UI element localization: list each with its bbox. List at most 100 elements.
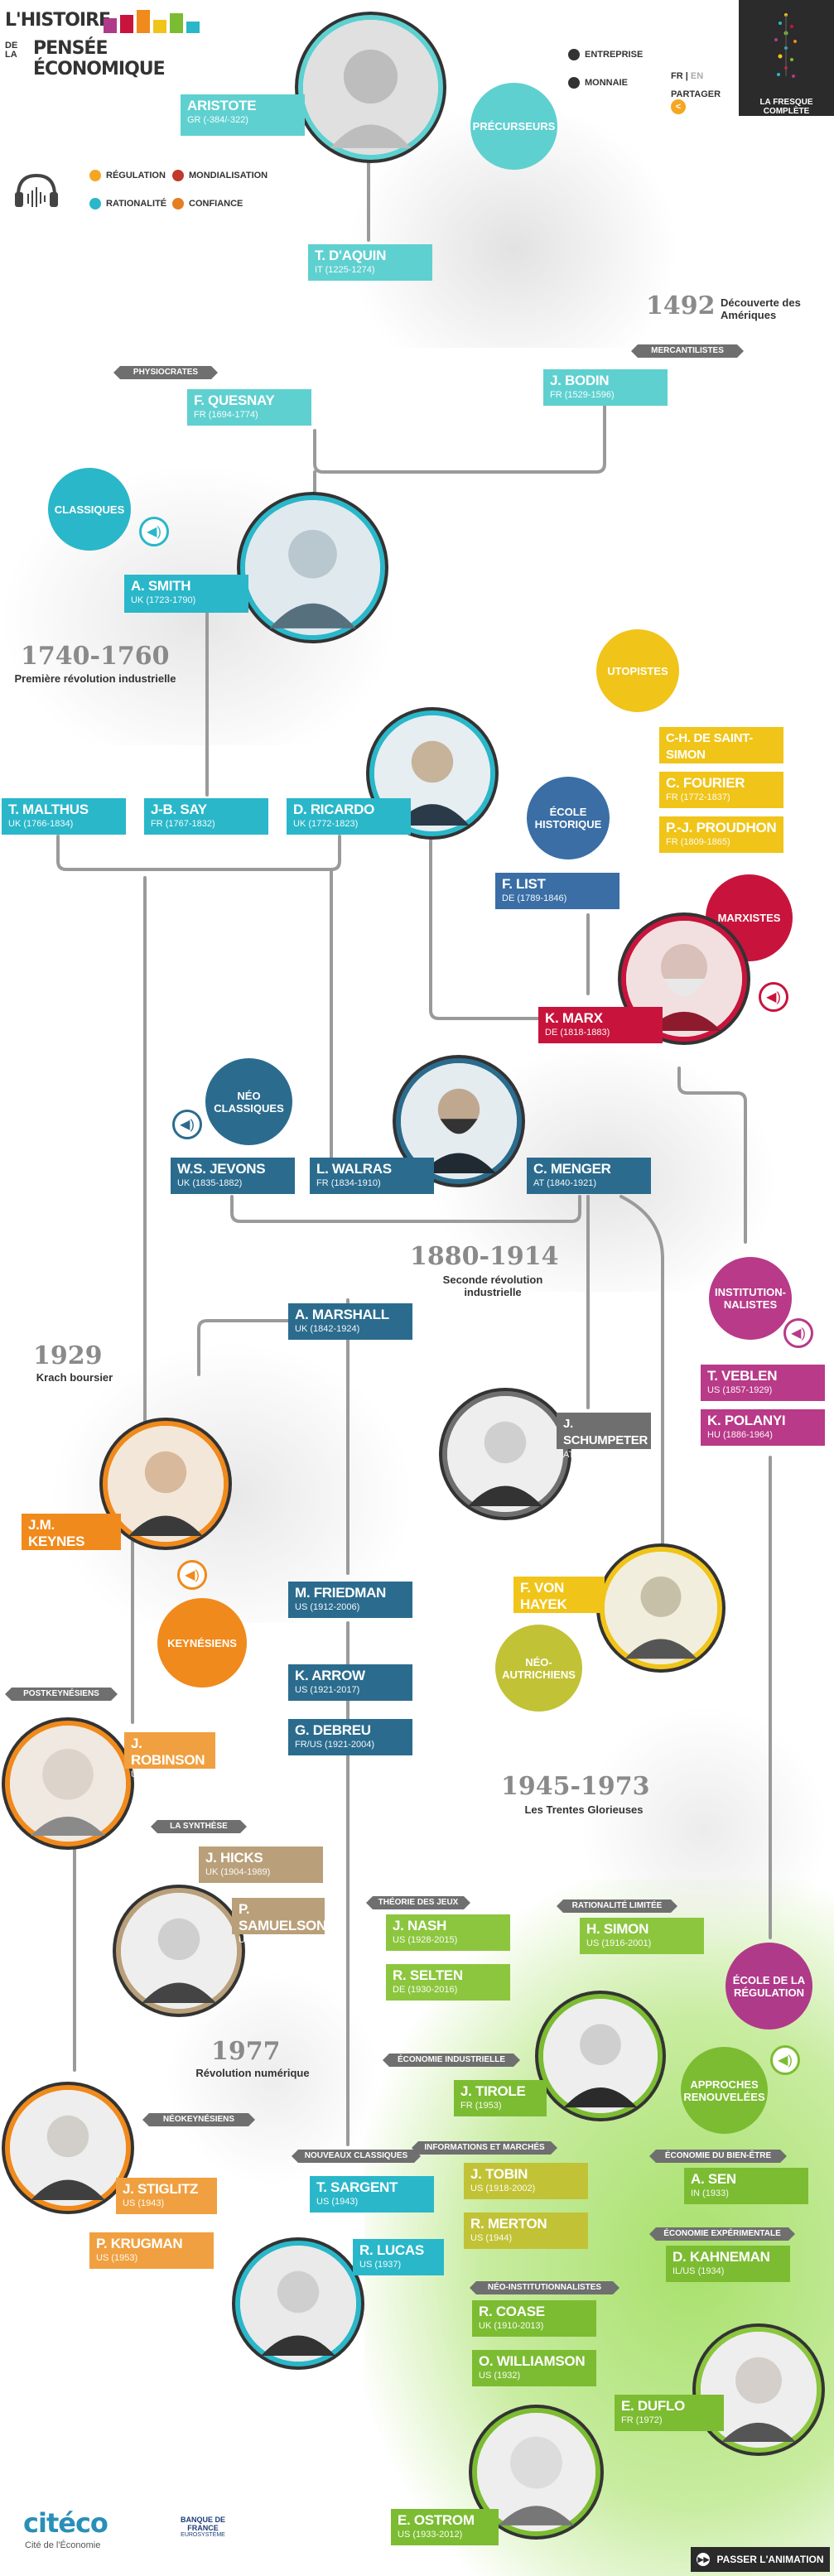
economist-tobin[interactable]: J. TOBIN US (1918-2002) — [464, 2163, 588, 2199]
economist-walras[interactable]: L. WALRAS FR (1834-1910) — [310, 1158, 434, 1194]
portrait-aristote[interactable] — [298, 15, 443, 160]
citeco-logo[interactable]: citéco — [23, 2507, 108, 2539]
portrait-man-icon — [10, 2090, 126, 2206]
economist-menger[interactable]: C. MENGER AT (1840-1921) — [527, 1158, 651, 1194]
economist-quesnay[interactable]: F. QUESNAY FR (1694-1774) — [187, 389, 311, 426]
economist-sen[interactable]: A. SEN IN (1933) — [684, 2168, 808, 2204]
school-neo-classiques[interactable]: NÉO CLASSIQUES — [205, 1058, 292, 1145]
school-institutionnalistes[interactable]: INSTITUTION-NALISTES — [709, 1257, 792, 1340]
portrait-woman-icon — [701, 2332, 817, 2448]
economist-nash[interactable]: J. NASH US (1928-2015) — [386, 1914, 510, 1951]
speaker-neo-classiques-button[interactable]: ◀) — [172, 1110, 202, 1139]
economist-daquin[interactable]: T. D'AQUIN IT (1225-1274) — [308, 244, 432, 281]
economist-ricardo[interactable]: D. RICARDO UK (1772-1823) — [287, 798, 411, 835]
economist-smith[interactable]: A. SMITH UK (1723-1790) — [124, 575, 248, 613]
economist-coase[interactable]: R. COASE UK (1910-2013) — [472, 2300, 596, 2337]
lang-en[interactable]: EN — [690, 71, 704, 81]
economist-bodin[interactable]: J. BODIN FR (1529-1596) — [543, 369, 668, 406]
speaker-institutionnalistes-button[interactable]: ◀) — [783, 1318, 813, 1348]
economist-malthus[interactable]: T. MALTHUS UK (1766-1834) — [2, 798, 126, 835]
portrait-schumpeter[interactable] — [442, 1391, 568, 1517]
banque-de-france-logo[interactable]: BANQUE DE FRANCE EUROSYSTÈME — [180, 2516, 225, 2538]
legend-mondialisation[interactable]: MONDIALISATION — [172, 169, 268, 182]
portrait-duflo[interactable] — [696, 2327, 822, 2453]
school-approches-renouvelees[interactable]: APPROCHES RENOUVELÉES — [681, 2047, 768, 2134]
era-1945-year: 1945-1973 — [501, 1772, 650, 1801]
portrait-stiglitz[interactable] — [5, 2085, 131, 2211]
economist-robinson[interactable]: J. ROBINSON UK (1903-1983) — [124, 1732, 215, 1779]
economist-sargent[interactable]: T. SARGENT US (1943) — [310, 2176, 434, 2212]
legend-entreprise[interactable]: ENTREPRISE — [568, 48, 643, 61]
era-1880-year: 1880-1914 — [410, 1242, 559, 1271]
lang-switch[interactable]: FR | EN — [671, 71, 704, 81]
portrait-lucas[interactable] — [235, 2241, 361, 2367]
skip-animation-button[interactable]: ▶▶ PASSER L'ANIMATION — [691, 2547, 830, 2572]
economist-hayek[interactable]: F. VON HAYEK AT (1899-1992) — [513, 1577, 605, 1624]
economist-say[interactable]: J-B. SAY FR (1767-1832) — [144, 798, 268, 835]
school-utopistes[interactable]: UTOPISTES — [596, 629, 679, 712]
economist-schumpeter[interactable]: J. SCHUMPETER AT (1883-1950) — [557, 1413, 651, 1460]
economist-duflo[interactable]: E. DUFLO FR (1972) — [615, 2395, 724, 2431]
speaker-marxistes-button[interactable]: ◀) — [759, 982, 788, 1012]
economist-jevons[interactable]: W.S. JEVONS UK (1835-1882) — [171, 1158, 295, 1194]
top-right-panel: ENTREPRISE MONNAIE FR | EN PARTAGER < — [563, 0, 737, 116]
ribbon-synthese: LA SYNTHÈSE — [151, 1820, 247, 1833]
speaker-classiques-button[interactable]: ◀) — [139, 517, 169, 546]
school-ecole-historique[interactable]: ÉCOLE HISTORIQUE — [527, 777, 610, 859]
economist-friedman[interactable]: M. FRIEDMAN US (1912-2006) — [288, 1582, 412, 1618]
school-keynesiens[interactable]: KEYNÉSIENS — [157, 1598, 247, 1688]
economist-arrow[interactable]: K. ARROW US (1921-2017) — [288, 1664, 412, 1701]
portrait-keynes[interactable] — [103, 1421, 229, 1547]
economist-williamson[interactable]: O. WILLIAMSON US (1932) — [472, 2350, 596, 2386]
economist-list[interactable]: F. LIST DE (1789-1846) — [495, 873, 619, 909]
economist-debreu[interactable]: G. DEBREU FR/US (1921-2004) — [288, 1719, 412, 1755]
school-neo-autrichiens[interactable]: NÉO-AUTRICHIENS — [495, 1625, 582, 1712]
economist-keynes[interactable]: J.M. KEYNES UK (1883-1946) — [22, 1514, 121, 1561]
economist-aristote[interactable]: ARISTOTE GR (-384/-322) — [181, 94, 305, 136]
economist-polanyi[interactable]: K. POLANYI HU (1886-1964) — [701, 1409, 825, 1446]
ribbon-physiocrates: PHYSIOCRATES — [113, 366, 218, 379]
economist-kahneman[interactable]: D. KAHNEMAN IL/US (1934) — [666, 2246, 790, 2282]
share-button[interactable]: PARTAGER < — [671, 89, 737, 114]
economist-proudhon[interactable]: P.-J. PROUDHON FR (1809-1865) — [659, 816, 783, 853]
legend-regulation[interactable]: RÉGULATION — [89, 169, 166, 182]
portrait-robinson[interactable] — [5, 1721, 131, 1847]
economist-veblen[interactable]: T. VEBLEN US (1857-1929) — [701, 1365, 825, 1401]
line-neoclass-join — [230, 1195, 581, 1223]
portrait-man-icon — [121, 1893, 237, 2009]
economist-marshall[interactable]: A. MARSHALL UK (1842-1924) — [288, 1303, 412, 1340]
economist-marx[interactable]: K. MARX DE (1818-1883) — [538, 1007, 663, 1043]
portrait-samuelson[interactable] — [116, 1888, 242, 2014]
economist-tirole[interactable]: J. TIROLE FR (1953) — [454, 2080, 547, 2116]
portrait-marx[interactable] — [621, 916, 747, 1042]
portrait-smith[interactable] — [240, 495, 385, 640]
economist-hicks[interactable]: J. HICKS UK (1904-1989) — [199, 1847, 323, 1883]
speaker-keynesiens-button[interactable]: ◀) — [177, 1560, 207, 1590]
economist-simon[interactable]: H. SIMON US (1916-2001) — [580, 1918, 704, 1954]
economist-stiglitz[interactable]: J. STIGLITZ US (1943) — [116, 2178, 217, 2214]
economist-krugman[interactable]: P. KRUGMAN US (1953) — [89, 2232, 214, 2269]
legend-monnaie[interactable]: MONNAIE — [568, 76, 628, 89]
legend-rationalite[interactable]: RATIONALITÉ — [89, 197, 166, 210]
portrait-ostrom[interactable] — [472, 2408, 600, 2536]
ribbon-informations-marches: INFORMATIONS ET MARCHÉS — [412, 2141, 557, 2155]
lang-fr[interactable]: FR — [671, 71, 683, 81]
fresque-complete-button[interactable]: LA FRESQUE COMPLÈTE — [739, 0, 834, 116]
economist-lucas[interactable]: R. LUCAS US (1937) — [353, 2239, 444, 2275]
school-ecole-regulation[interactable]: ÉCOLE DE LA RÉGULATION — [726, 1943, 812, 2030]
speaker-approches-button[interactable]: ◀) — [770, 2045, 800, 2075]
economist-fourier[interactable]: C. FOURIER FR (1772-1837) — [659, 772, 783, 808]
economist-selten[interactable]: R. SELTEN DE (1930-2016) — [386, 1964, 510, 2001]
economist-saintsimon[interactable]: C-H. DE SAINT-SIMON FR (1760-1825) — [659, 727, 783, 774]
theme-legend: RÉGULATION MONDIALISATION RATIONALITÉ CO… — [7, 157, 280, 224]
portrait-hayek[interactable] — [600, 1547, 722, 1669]
economist-merton[interactable]: R. MERTON US (1944) — [464, 2212, 588, 2249]
portrait-man-icon — [245, 500, 380, 635]
economist-samuelson[interactable]: P. SAMUELSON US (1915-2009) — [232, 1898, 326, 1945]
ribbon-economie-experimentale: ÉCONOMIE EXPÉRIMENTALE — [649, 2227, 795, 2241]
economist-ostrom[interactable]: E. OSTROM US (1933-2012) — [391, 2509, 499, 2545]
school-classiques[interactable]: CLASSIQUES — [48, 468, 131, 551]
legend-confiance[interactable]: CONFIANCE — [172, 197, 243, 210]
portrait-tirole[interactable] — [538, 1994, 663, 2118]
school-precurseurs[interactable]: PRÉCURSEURS — [470, 83, 557, 170]
